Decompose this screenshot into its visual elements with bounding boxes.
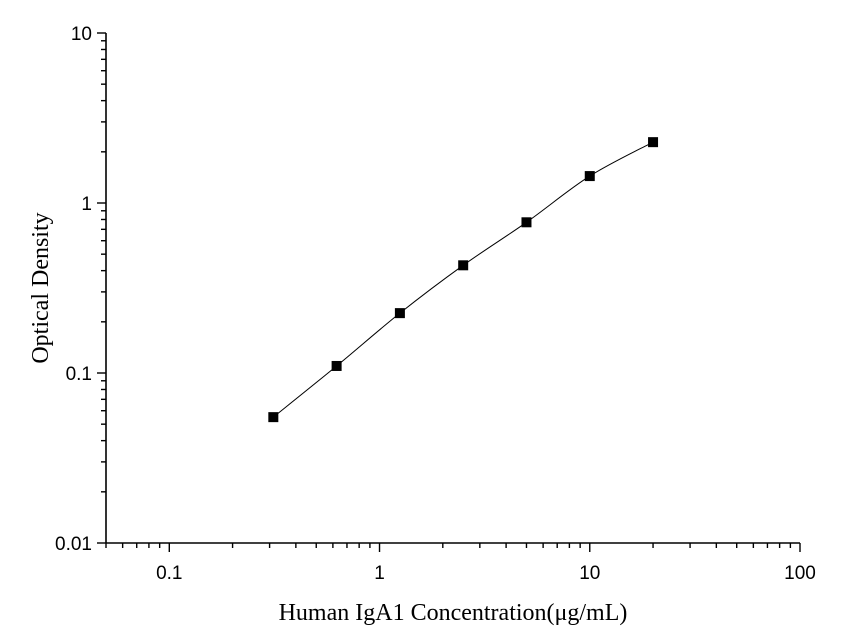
data-point [584, 171, 595, 182]
axes [105, 33, 800, 544]
data-point [268, 412, 279, 423]
x-tick-label: 1 [374, 563, 385, 584]
ticks [97, 32, 801, 552]
data-point [521, 217, 532, 228]
x-tick-label: 0.1 [156, 563, 182, 584]
data-point [394, 308, 405, 319]
data-points [268, 137, 659, 423]
y-tick-label: 0.1 [66, 364, 92, 385]
x-tick-label: 100 [784, 563, 816, 584]
data-point [331, 360, 342, 371]
x-axis-title: Human IgA1 Concentration(μg/mL) [279, 600, 628, 626]
y-tick-label: 10 [71, 24, 92, 45]
y-tick-label: 1 [81, 194, 92, 215]
data-point [648, 137, 659, 148]
fit-curve [273, 141, 654, 418]
y-tick-label: 0.01 [55, 534, 92, 555]
y-axis-title: Optical Density [28, 212, 54, 363]
data-point [458, 260, 469, 271]
tick-labels: 0.1 1 10 100 0.01 0.1 1 10 [55, 24, 816, 584]
x-tick-label: 10 [579, 563, 600, 584]
